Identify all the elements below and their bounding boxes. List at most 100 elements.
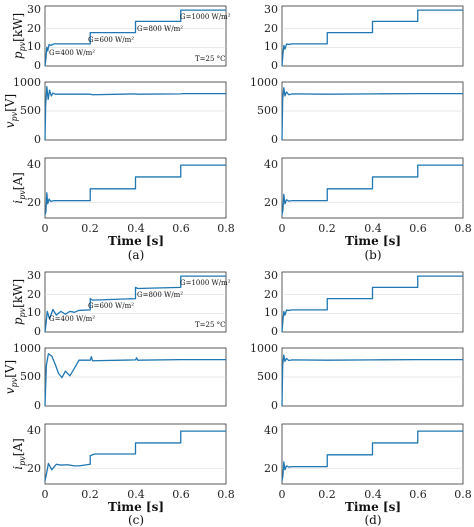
panel-d-xtick-2: 0.4: [364, 488, 382, 501]
panel-a-vpv-ytick-1000: 1000: [13, 76, 41, 89]
panel-c-xtick-2: 0.4: [127, 488, 145, 501]
panel-c-ppv-series: [44, 275, 226, 333]
panel-d-vpv-series: [281, 354, 463, 407]
panel-c-ppv-ytick-20: 20: [27, 288, 41, 301]
panel-b-ppv-ytick-30: 30: [264, 3, 278, 16]
panel-c-ipv-ytick-40: 40: [27, 424, 41, 437]
panel-a-ppv-ytick-20: 20: [27, 22, 41, 35]
panel-b-ipv-series: [281, 164, 463, 215]
panel-b-ppv-ytick-10: 10: [264, 40, 278, 53]
panel-d-ppv-ytick-10: 10: [264, 306, 278, 319]
panel-c-ppv-ytick-10: 10: [27, 306, 41, 319]
panel-b-xtick-4: 0.8: [454, 222, 472, 235]
panel-b-xtick-3: 0.6: [409, 222, 427, 235]
panel-b: 0 10 20 30 0 500 1000 20 40 0 0.2 0.4 0.…: [250, 3, 472, 262]
panel-c-ppv-axes: [44, 271, 227, 333]
panel-d-vpv-ytick-1000: 1000: [250, 342, 278, 355]
panel-b-ipv-ytick-40: 40: [264, 158, 278, 171]
panel-b-ppv-series: [281, 9, 463, 67]
panel-d-xtick-4: 0.8: [454, 488, 472, 501]
panel-a-xtick-3: 0.6: [172, 222, 190, 235]
panel-b-ppv-ytick-20: 20: [264, 22, 278, 35]
panel-a-ppv-ytick-10: 10: [27, 40, 41, 53]
panel-d-caption: (d): [364, 513, 381, 527]
panel-a-vpv-ytick-0: 0: [34, 133, 41, 146]
panel-d-ppv-ytick-20: 20: [264, 288, 278, 301]
panel-c-vpv-series: [44, 353, 226, 407]
annotation-g600: G=600 W/m²: [88, 36, 134, 44]
panel-c-vpv-ylabel: vpv[V]: [3, 360, 19, 394]
panel-d: 0 10 20 30 0 500 1000 20 40 0 0.2 0.4 0.…: [250, 269, 472, 527]
panel-a: 0 10 20 30 ppv[kW] G=400 W/m² G=600 W/m²…: [3, 3, 235, 262]
annotation-g800: G=800 W/m²: [137, 25, 183, 33]
panel-c-xtick-3: 0.6: [172, 488, 190, 501]
panel-d-ppv-axes: [281, 271, 464, 333]
panel-c-vpv-ytick-500: 500: [20, 370, 41, 383]
panel-d-vpv-ytick-0: 0: [271, 399, 278, 412]
panel-c-xlabel: Time [s]: [108, 500, 164, 514]
panel-a-xtick-2: 0.4: [127, 222, 145, 235]
panel-b-xlabel: Time [s]: [345, 234, 401, 248]
annotation-temp: T=25 °C: [195, 55, 226, 63]
panel-b-ppv-axes: [281, 5, 464, 67]
panel-a-xtick-1: 0.2: [81, 222, 99, 235]
panel-d-ipv-series: [281, 430, 463, 481]
panel-d-ppv-ytick-0: 0: [271, 325, 278, 338]
panel-c-caption: (c): [128, 513, 144, 527]
panel-b-xtick-1: 0.2: [318, 222, 336, 235]
panel-d-xtick-1: 0.2: [318, 488, 336, 501]
panel-c-vpv-ytick-0: 0: [34, 399, 41, 412]
panel-d-ipv-ytick-40: 40: [264, 424, 278, 437]
panel-b-vpv-ytick-1000: 1000: [250, 76, 278, 89]
annotation-temp-c: T=25 °C: [195, 321, 226, 329]
panel-c-xtick-4: 0.8: [217, 488, 235, 501]
panel-a-ipv-ylabel: ipv[A]: [11, 172, 27, 204]
panel-d-ppv-series: [281, 275, 463, 333]
panel-a-xtick-4: 0.8: [217, 222, 235, 235]
panel-c-ipv-ylabel: ipv[A]: [11, 438, 27, 470]
panel-a-ipv-ytick-20: 20: [27, 196, 41, 209]
panel-c: 0 10 20 30 ppv[kW] G=400 W/m² G=600 W/m²…: [3, 269, 235, 527]
panel-a-ipv-series: [44, 164, 226, 216]
annotation-g400-c: G=400 W/m²: [49, 315, 95, 323]
annotation-g400: G=400 W/m²: [49, 49, 95, 57]
panel-d-vpv-ytick-500: 500: [257, 370, 278, 383]
panel-b-xtick-0: 0: [279, 222, 286, 235]
panel-a-ipv-ytick-40: 40: [27, 158, 41, 171]
panel-a-ppv-ytick-0: 0: [34, 59, 41, 72]
panel-a-xtick-0: 0: [42, 222, 49, 235]
panel-c-ipv-series: [44, 430, 226, 481]
panel-a-ppv-series: [44, 9, 226, 67]
panel-c-xtick-0: 0: [42, 488, 49, 501]
panel-d-ipv-ytick-20: 20: [264, 462, 278, 475]
panel-d-xtick-3: 0.6: [409, 488, 427, 501]
annotation-g600-c: G=600 W/m²: [88, 302, 134, 310]
annotation-g800-c: G=800 W/m²: [137, 291, 183, 299]
panel-a-vpv-ylabel: vpv[V]: [3, 94, 19, 128]
panel-d-ppv-ytick-30: 30: [264, 269, 278, 282]
panel-a-ppv-ylabel: ppv[kW]: [11, 13, 27, 59]
panel-a-vpv-ytick-500: 500: [20, 104, 41, 117]
panel-c-ppv-ytick-30: 30: [27, 269, 41, 282]
panel-b-vpv-ytick-0: 0: [271, 133, 278, 146]
panel-b-ppv-ytick-0: 0: [271, 59, 278, 72]
panel-a-caption: (a): [128, 248, 145, 262]
panel-b-xtick-2: 0.4: [364, 222, 382, 235]
panel-c-ppv-ylabel: ppv[kW]: [11, 279, 27, 325]
panel-c-ppv-ytick-0: 0: [34, 325, 41, 338]
panel-b-vpv-series: [281, 87, 463, 141]
annotation-g1000: G=1000 W/m²: [180, 13, 231, 21]
panel-c-vpv-ytick-1000: 1000: [13, 342, 41, 355]
panel-c-xtick-1: 0.2: [81, 488, 99, 501]
panel-b-vpv-ytick-500: 500: [257, 104, 278, 117]
panel-c-ipv-ytick-20: 20: [27, 462, 41, 475]
panel-a-ppv-axes: [44, 5, 227, 67]
panel-b-caption: (b): [364, 248, 381, 262]
panel-d-xlabel: Time [s]: [345, 500, 401, 514]
panel-a-ppv-ytick-30: 30: [27, 3, 41, 16]
panel-b-ipv-ytick-20: 20: [264, 196, 278, 209]
panel-d-xtick-0: 0: [279, 488, 286, 501]
panel-a-xlabel: Time [s]: [108, 234, 164, 248]
panel-a-vpv-series: [44, 85, 226, 141]
